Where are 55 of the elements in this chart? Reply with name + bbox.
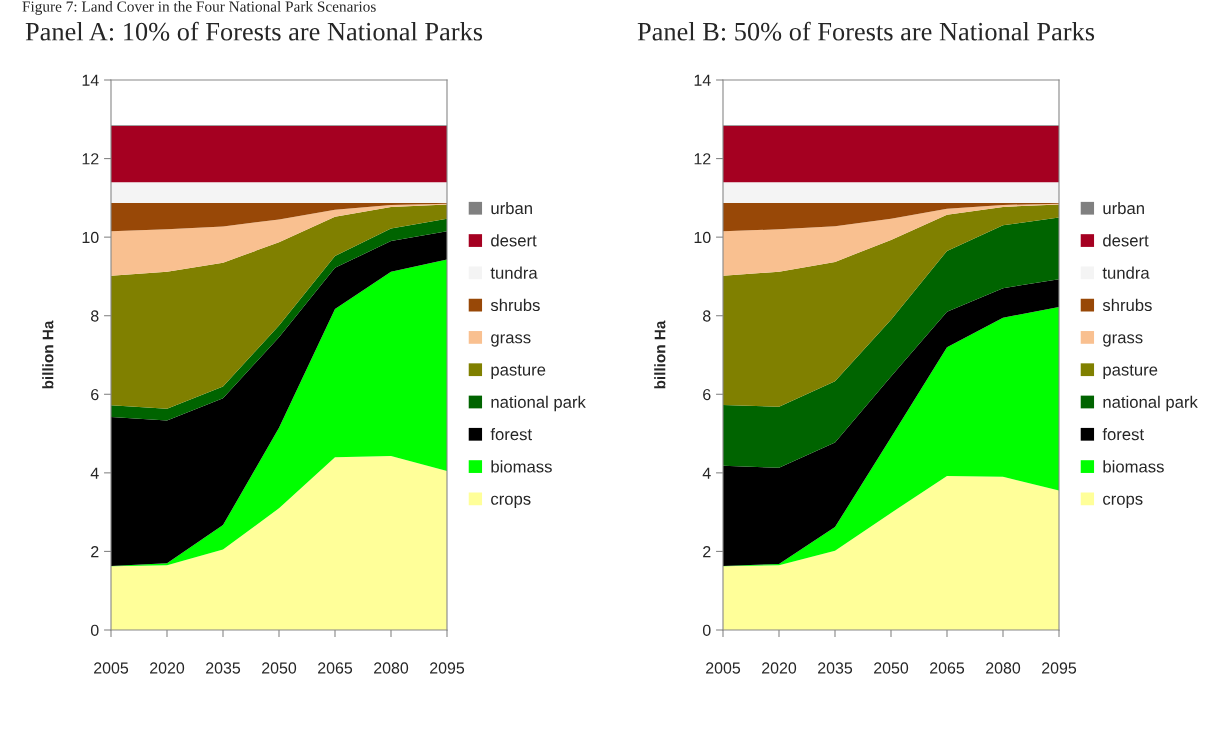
legend-label: tundra	[1102, 266, 1150, 279]
legend-label: national park	[491, 395, 586, 412]
legend-label: forest	[490, 428, 532, 441]
y-tick-label: 14	[694, 74, 711, 86]
y-axis-title: billion Ha	[42, 320, 54, 389]
legend-label: biomass	[491, 460, 552, 473]
y-tick-label: 12	[694, 153, 711, 165]
y-tick-label: 8	[91, 310, 99, 322]
legend-label: grass	[491, 334, 531, 347]
y-tick-label: 10	[82, 231, 99, 244]
legend-label: desert	[1103, 234, 1149, 247]
x-tick-label: 2050	[262, 662, 297, 674]
legend-label: desert	[491, 234, 537, 247]
legend-label: biomass	[1103, 460, 1164, 473]
y-tick-label: 2	[703, 546, 711, 558]
x-tick-label: 2050	[874, 662, 909, 674]
y-tick-label: 4	[702, 467, 711, 479]
y-tick-label: 6	[91, 388, 99, 401]
legend-label: grass	[1103, 334, 1143, 347]
x-tick-label: 2005	[94, 662, 129, 674]
legend-label: urban	[1103, 201, 1144, 215]
legend-label: urban	[491, 201, 532, 215]
x-tick-label: 2080	[374, 662, 409, 674]
legend-label: shrubs	[1102, 298, 1152, 312]
legend-label: forest	[1102, 428, 1144, 441]
y-tick-label: 8	[703, 310, 711, 322]
x-tick-label: 2005	[706, 662, 741, 674]
legend-label: national park	[1103, 395, 1198, 412]
chart-title: Panel A: 10% of Forests are National Parks	[25, 21, 483, 41]
legend-label: pasture	[1103, 364, 1158, 379]
x-tick-label: 2035	[818, 662, 853, 674]
x-tick-label: 2095	[430, 662, 465, 674]
y-tick-label: 12	[82, 153, 99, 165]
legend-label: crops	[491, 495, 531, 509]
chart-title: Panel B: 50% of Forests are National Parks	[637, 21, 1095, 41]
legend-label: tundra	[490, 266, 538, 279]
y-tick-label: 4	[90, 467, 99, 479]
y-tick-label: 14	[82, 74, 99, 86]
x-tick-label: 2095	[1042, 662, 1077, 674]
legend-label: shrubs	[490, 298, 540, 312]
caption: Figure 7: Land Cover in the Four National Park Scenarios	[22, 1, 376, 15]
y-tick-label: 6	[703, 388, 711, 401]
x-tick-label: 2065	[318, 662, 353, 674]
legend-label: pasture	[491, 364, 546, 379]
x-tick-label: 2065	[930, 662, 965, 674]
legend-label: crops	[1103, 495, 1143, 509]
y-tick-label: 0	[90, 624, 99, 636]
x-tick-label: 2035	[206, 662, 241, 674]
x-tick-label: 2080	[986, 662, 1021, 674]
y-tick-label: 0	[702, 624, 711, 636]
y-axis-title: billion Ha	[654, 320, 666, 389]
y-tick-label: 2	[91, 546, 99, 558]
y-tick-label: 10	[694, 231, 711, 244]
x-tick-label: 2020	[150, 662, 185, 674]
x-tick-label: 2020	[762, 662, 797, 674]
